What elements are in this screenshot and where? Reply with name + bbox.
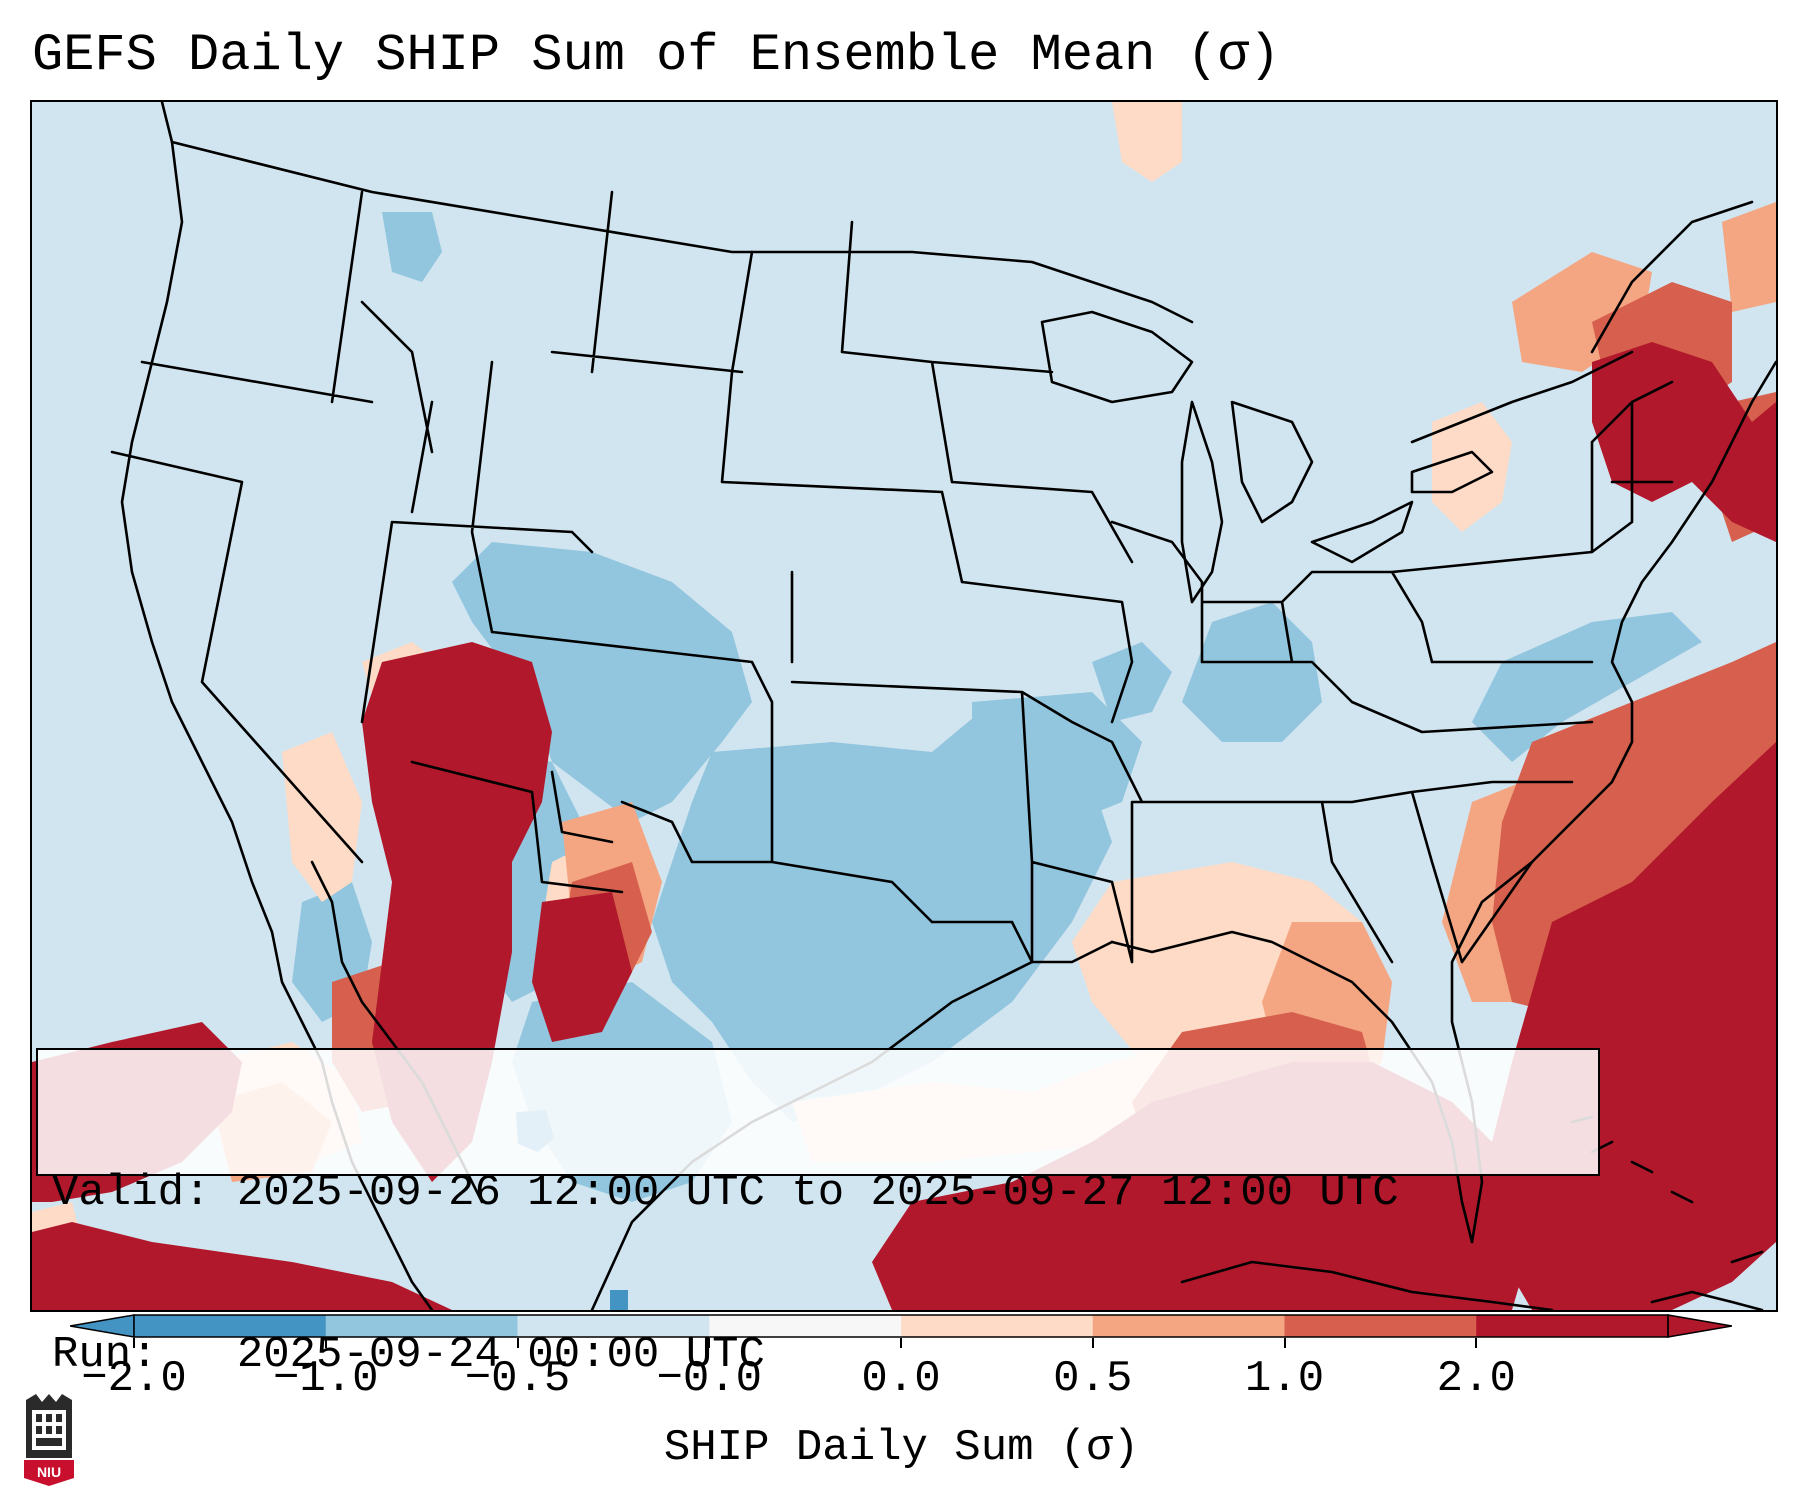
colorbar-tick-label: −0.0 (656, 1354, 763, 1404)
lake-erie (1310, 500, 1414, 564)
cuba-coastline (1180, 1260, 1554, 1310)
chart-title: GEFS Daily SHIP Sum of Ensemble Mean (σ) (32, 26, 1281, 85)
valid-label: Valid: (52, 1168, 211, 1218)
hispaniola (1650, 1290, 1764, 1310)
colorbar-tick-label: −1.0 (272, 1354, 379, 1404)
validity-info-box: Valid: 2025-09-26 12:00 UTC to 2025-09-2… (36, 1048, 1600, 1380)
run-text: 2025-09-24 00:00 UTC (236, 1330, 765, 1380)
valid-text: 2025-09-26 12:00 UTC to 2025-09-27 12:00… (236, 1168, 1399, 1218)
colorbar-tick-mark (708, 1338, 711, 1348)
niu-logo: NIU (20, 1392, 78, 1486)
colorbar-tick-label: 2.0 (1436, 1354, 1516, 1404)
colorbar (70, 1314, 1732, 1338)
colorbar-tick-mark (1475, 1338, 1478, 1348)
colorbar-outline (133, 1314, 1669, 1338)
atlantic-coastline (1450, 360, 1776, 1244)
colorbar-svg (70, 1314, 1732, 1338)
state-borders (110, 190, 1754, 964)
colorbar-label: SHIP Daily Sum (σ) (663, 1423, 1140, 1473)
colorbar-tick-mark (133, 1338, 135, 1348)
niu-logo-text: NIU (37, 1464, 61, 1480)
lake-ontario (1410, 450, 1494, 494)
colorbar-segment (1092, 1315, 1285, 1337)
colorbar-segment (325, 1315, 518, 1337)
colorbar-segment (1476, 1315, 1669, 1337)
colorbar-segment (1284, 1315, 1477, 1337)
colorbar-tick-mark (324, 1338, 327, 1348)
colorbar-extend-low (70, 1314, 135, 1338)
colorbar-segment (709, 1315, 902, 1337)
run-line: Run: 2025-09-24 00:00 UTC (52, 1328, 1598, 1382)
valid-line: Valid: 2025-09-26 12:00 UTC to 2025-09-2… (52, 1166, 1598, 1220)
colorbar-tick-label: −0.5 (464, 1354, 571, 1404)
colorbar-tick-mark (516, 1338, 519, 1348)
colorbar-segment (901, 1315, 1094, 1337)
colorbar-extend-high (1667, 1314, 1732, 1338)
run-label: Run: (52, 1330, 158, 1380)
colorbar-tick-label: 0.0 (861, 1354, 941, 1404)
colorbar-tick-label: −2.0 (81, 1354, 187, 1404)
bahamas (1570, 1115, 1764, 1264)
us-canada-border (170, 140, 1194, 324)
colorbar-segment (517, 1315, 710, 1337)
colorbar-ticks: −2.0 −1.0 −0.5 −0.0 0.0 0.5 1.0 2.0 (0, 1338, 1803, 1408)
colorbar-tick-label: 1.0 (1244, 1354, 1325, 1404)
colorbar-tick-mark (1091, 1338, 1094, 1348)
colorbar-tick-label: 0.5 (1053, 1354, 1133, 1404)
lake-michigan (1180, 400, 1224, 604)
colorbar-tick-mark (900, 1338, 902, 1348)
lake-huron (1230, 400, 1314, 524)
colorbar-segment (134, 1315, 327, 1337)
colorbar-tick-mark (1283, 1338, 1286, 1348)
lake-superior (1040, 310, 1194, 404)
